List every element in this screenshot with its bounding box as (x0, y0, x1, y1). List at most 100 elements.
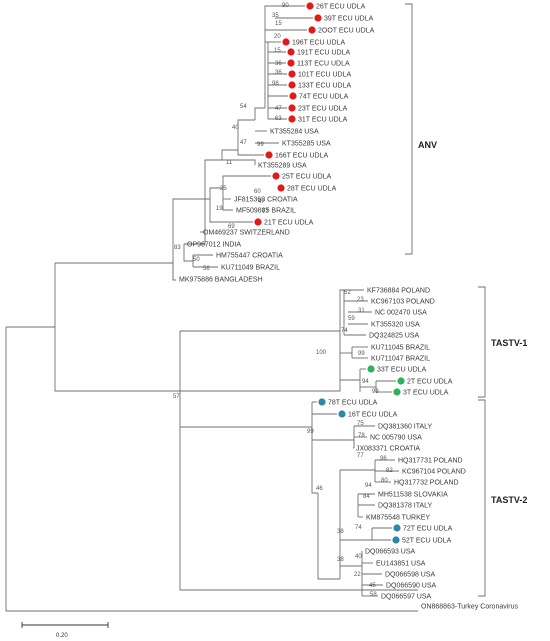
sample-marker-red (277, 184, 285, 192)
sample-marker-green (393, 388, 401, 396)
leaf-label: 26T ECU UDLA (316, 4, 366, 11)
leaf-label: KT355284 USA (270, 129, 319, 136)
bootstrap-value: 20 (274, 34, 281, 40)
sample-marker-blue (393, 524, 401, 532)
leaf-label: NC 005790 USA (370, 435, 422, 442)
tree-branch (6, 326, 418, 591)
sample-marker-red (272, 172, 280, 180)
sample-marker-red (289, 92, 297, 100)
tree-branch (55, 262, 174, 280)
tree-branch (5, 327, 418, 612)
bootstrap-value: 38 (337, 557, 344, 563)
leaf-label: JX083371 CROATIA (356, 446, 420, 453)
leaf-label: 113T ECU UDLA (297, 61, 350, 68)
tastv2-label: TASTV-2 (491, 495, 527, 505)
leaf-label: 3T ECU UDLA (403, 390, 449, 397)
anv-label: ANV (418, 140, 437, 150)
sample-marker-blue (318, 398, 326, 406)
leaf-label: HM755447 CROATIA (216, 253, 283, 260)
bootstrap-value: 82 (386, 468, 393, 474)
bootstrap-value: 19 (216, 206, 223, 212)
bootstrap-value: 99 (358, 351, 365, 357)
sample-marker-red (287, 48, 295, 56)
leaf-label: EU143851 USA (376, 561, 426, 568)
tastv2-bracket (478, 399, 486, 597)
leaf-label: OP967012 INDIA (187, 242, 241, 249)
leaf-label: DQ381378 ITALY (378, 503, 433, 510)
leaf-label: DQ381360 ITALY (378, 424, 433, 431)
bootstrap-value: 94 (362, 379, 369, 385)
bootstrap-value: 40 (355, 554, 362, 560)
leaf-label: MK975886 BANGLADESH (179, 277, 263, 284)
leaf-label: ON868863-Turkey Coronavirus (421, 604, 519, 611)
leaf-label: KF736884 POLAND (367, 288, 430, 295)
leaf-label: 21T ECU UDLA (264, 220, 314, 227)
bootstrap-value: 59 (348, 316, 355, 322)
leaf-label: 101T ECU UDLA (298, 72, 352, 79)
bootstrap-value: 47 (258, 199, 265, 205)
tree-branch (222, 175, 271, 188)
bootstrap-value: 60 (254, 189, 261, 195)
bootstrap-value: 45 (369, 583, 376, 589)
bootstrap-value: 50 (193, 257, 200, 263)
sample-marker-green (367, 365, 375, 373)
bootstrap-value: 100 (316, 350, 327, 356)
leaf-label: KT355289 USA (258, 163, 307, 170)
bootstrap-value: 69 (228, 224, 235, 230)
bootstrap-value: 58 (370, 592, 377, 598)
bootstrap-value: 15 (275, 21, 282, 27)
leaf-label: OM469237 SWITZERLAND (203, 230, 290, 237)
tree-branches (5, 5, 418, 612)
bootstrap-value: 31 (358, 308, 365, 314)
leaf-label: 31T ECU UDLA (298, 117, 348, 124)
bootstrap-value: 90 (282, 3, 289, 9)
tree-branch (180, 330, 341, 392)
leaf-label: KC967104 POLAND (402, 469, 466, 476)
tree-branch (264, 5, 275, 108)
leaf-label: 196T ECU UDLA (292, 40, 346, 47)
leaf-label: 16T ECU UDLA (348, 412, 398, 419)
leaf-label: 39T ECU UDLA (324, 16, 374, 23)
bootstrap-value: 57 (173, 394, 180, 400)
bootstrap-value: 75 (357, 421, 364, 427)
tree-branch (172, 198, 206, 245)
tree-branch (205, 198, 253, 223)
sample-marker-red (308, 26, 316, 34)
bootstrap-value: 74 (355, 525, 362, 531)
bootstrap-value: 38 (337, 529, 344, 535)
tree-branch (311, 402, 318, 494)
bootstrap-value: 80 (381, 478, 388, 484)
bootstrap-value: 22 (354, 572, 361, 578)
bootstrap-value: 47 (275, 106, 282, 112)
leaf-label: 2T ECU UDLA (407, 379, 453, 386)
tree-branch (183, 244, 193, 262)
leaf-label: DQ066597 USA (381, 594, 432, 601)
sample-marker-red (265, 151, 273, 159)
sample-marker-red (288, 81, 296, 89)
tree-branch (172, 244, 176, 281)
bootstrap-value: 56 (203, 266, 210, 272)
tree-branch (204, 159, 222, 199)
bootstrap-value: 77 (262, 209, 269, 215)
sample-marker-red (314, 14, 322, 22)
leaf-label: 25T ECU UDLA (282, 174, 332, 181)
tree-branch (237, 150, 264, 156)
sample-marker-red (288, 104, 296, 112)
bootstrap-value: 36 (275, 70, 282, 76)
tree-branch (339, 289, 364, 331)
bootstrap-value: 36 (275, 61, 282, 67)
tree-branch (209, 187, 223, 199)
bootstrap-value: 74 (341, 328, 348, 334)
leaf-label: DQ066593 USA (365, 549, 416, 556)
sample-marker-red (288, 70, 296, 78)
bootstrap-value: 94 (365, 483, 372, 489)
anv-bracket (405, 3, 413, 255)
leaf-label: 133T ECU UDLA (298, 83, 352, 90)
sample-marker-red (282, 38, 290, 46)
bootstrap-value: 83 (174, 245, 181, 251)
scale-bar-label: 0.20 (56, 633, 68, 639)
leaf-label: 52T ECU UDLA (402, 538, 452, 545)
bootstrap-value: 52 (344, 290, 351, 296)
sample-marker-red (254, 218, 262, 226)
